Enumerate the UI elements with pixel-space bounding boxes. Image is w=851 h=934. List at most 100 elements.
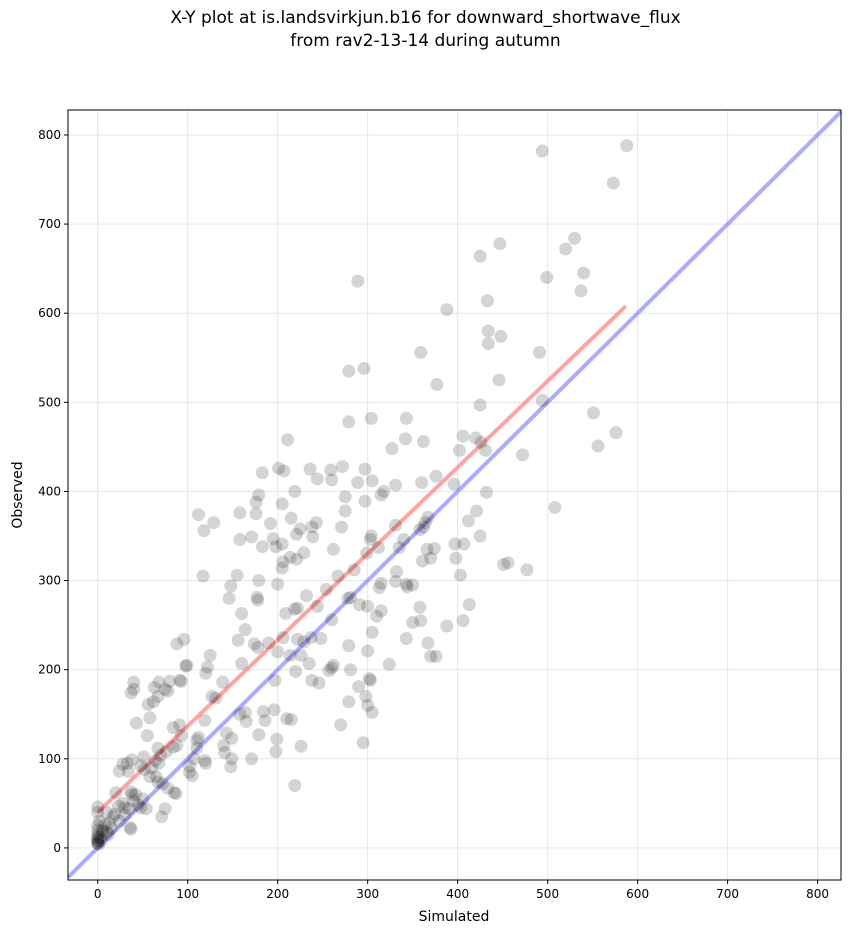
data-point (382, 657, 396, 671)
data-point (252, 488, 266, 502)
data-point (360, 546, 374, 560)
data-point (399, 577, 413, 591)
data-point (352, 680, 366, 694)
data-point (356, 736, 370, 750)
data-point (335, 459, 349, 473)
data-point (224, 579, 238, 593)
data-point (326, 658, 340, 672)
data-point (299, 589, 313, 603)
data-point (473, 398, 487, 412)
data-point (170, 738, 184, 752)
data-point (515, 448, 529, 462)
data-point (190, 741, 204, 755)
data-point (124, 822, 138, 836)
data-point (372, 581, 386, 595)
data-point (341, 591, 355, 605)
data-point (155, 777, 169, 791)
data-point (101, 828, 115, 842)
data-point (385, 442, 399, 456)
data-point (342, 364, 356, 378)
data-point (359, 689, 373, 703)
data-point (177, 632, 191, 646)
data-point (209, 691, 223, 705)
data-point (347, 563, 361, 577)
data-point (91, 828, 105, 842)
data-point (283, 648, 297, 662)
y-axis-label: Observed (10, 461, 26, 528)
data-point (145, 761, 159, 775)
data-point (191, 730, 205, 744)
data-point (92, 837, 106, 851)
data-point (414, 614, 428, 628)
data-point (344, 590, 358, 604)
data-point (548, 500, 562, 514)
data-point (440, 303, 454, 317)
data-point (322, 664, 336, 678)
data-point (420, 542, 434, 556)
y-tick-label: 300 (38, 574, 61, 588)
data-point (591, 439, 605, 453)
data-point (91, 800, 105, 814)
data-point (116, 757, 130, 771)
data-point (413, 600, 427, 614)
grid (68, 110, 841, 880)
data-point (365, 705, 379, 719)
data-point (207, 516, 221, 530)
data-point (448, 537, 462, 551)
data-point (456, 429, 470, 443)
data-point (185, 769, 199, 783)
data-point (106, 810, 120, 824)
data-point (357, 361, 371, 375)
data-point (161, 684, 175, 698)
data-point (309, 516, 323, 530)
data-point (95, 823, 109, 837)
data-point (319, 582, 333, 596)
data-point (481, 324, 495, 338)
data-point (406, 578, 420, 592)
data-point (200, 660, 214, 674)
data-point (196, 569, 210, 583)
data-point (255, 540, 269, 554)
data-point (363, 673, 377, 687)
data-point (429, 469, 443, 483)
data-point (149, 770, 163, 784)
data-point (271, 577, 285, 591)
data-point (456, 614, 470, 628)
data-point (109, 786, 123, 800)
data-point (559, 242, 573, 256)
data-point (481, 336, 495, 350)
data-point (198, 754, 212, 768)
chart-title-line-2: from rav2-13-14 during autumn (290, 31, 561, 51)
data-point (108, 807, 122, 821)
data-point (297, 546, 311, 560)
data-point (421, 510, 435, 524)
data-point (143, 770, 157, 784)
data-point (342, 639, 356, 653)
data-point (284, 511, 298, 525)
data-point (397, 533, 411, 547)
data-point (449, 551, 463, 565)
data-point (364, 411, 378, 425)
data-point (568, 231, 582, 245)
data-point (225, 752, 239, 766)
data-point (91, 823, 105, 837)
data-point (389, 574, 403, 588)
data-point (312, 676, 326, 690)
identity-line (66, 110, 843, 879)
data-point (520, 563, 534, 577)
data-point (134, 759, 148, 773)
data-point (415, 476, 429, 490)
data-point (276, 631, 290, 645)
data-point (338, 490, 352, 504)
data-point (353, 598, 367, 612)
data-point (288, 602, 302, 616)
data-point (334, 718, 348, 732)
data-point (91, 830, 105, 844)
data-point (306, 530, 320, 544)
data-point (452, 443, 466, 457)
data-point (398, 432, 412, 446)
data-point (535, 394, 549, 408)
data-point (104, 821, 118, 835)
